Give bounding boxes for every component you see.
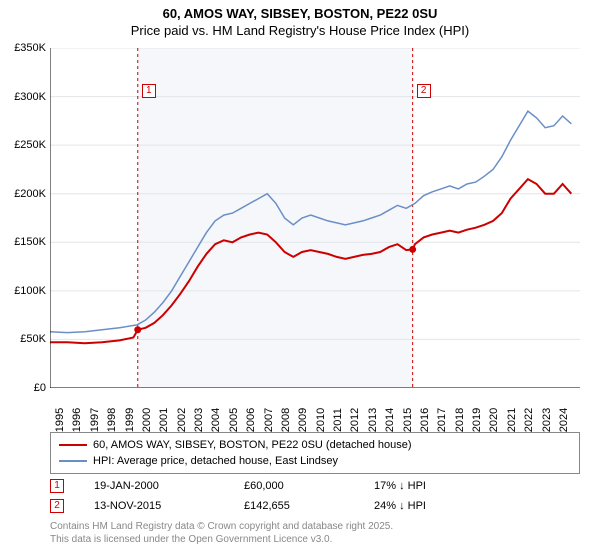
x-tick-label: 2019 <box>471 408 483 432</box>
x-tick-label: 1998 <box>106 408 118 432</box>
x-tick-label: 2024 <box>558 408 570 432</box>
sale-callout-1: 1 <box>142 84 156 98</box>
y-tick-label: £300K <box>14 91 46 103</box>
x-tick-label: 2018 <box>454 408 466 432</box>
sale-1-price: £60,000 <box>244 480 374 492</box>
sale-callout-2: 2 <box>417 84 431 98</box>
x-tick-label: 1997 <box>89 408 101 432</box>
y-tick-label: £250K <box>14 139 46 151</box>
legend-label-price-paid: 60, AMOS WAY, SIBSEY, BOSTON, PE22 0SU (… <box>93 439 412 451</box>
chart-container: 60, AMOS WAY, SIBSEY, BOSTON, PE22 0SU P… <box>0 0 600 560</box>
x-tick-label: 2006 <box>245 408 257 432</box>
x-tick-label: 2012 <box>349 408 361 432</box>
sale-marker-2-icon: 2 <box>50 499 64 513</box>
x-tick-label: 2002 <box>176 408 188 432</box>
sale-1-date: 19-JAN-2000 <box>94 480 244 492</box>
x-tick-label: 2015 <box>402 408 414 432</box>
x-tick-label: 2023 <box>541 408 553 432</box>
sales-table: 1 19-JAN-2000 £60,000 17% ↓ HPI 2 13-NOV… <box>50 476 580 516</box>
sale-marker-1-icon: 1 <box>50 479 64 493</box>
legend-label-hpi: HPI: Average price, detached house, East… <box>93 455 338 467</box>
legend-box: 60, AMOS WAY, SIBSEY, BOSTON, PE22 0SU (… <box>50 432 580 474</box>
y-axis-labels: £0£50K£100K£150K£200K£250K£300K£350K <box>0 48 48 388</box>
x-tick-label: 2004 <box>210 408 222 432</box>
x-tick-label: 2017 <box>436 408 448 432</box>
title-block: 60, AMOS WAY, SIBSEY, BOSTON, PE22 0SU P… <box>0 0 600 40</box>
sale-2-date: 13-NOV-2015 <box>94 500 244 512</box>
sale-row-2: 2 13-NOV-2015 £142,655 24% ↓ HPI <box>50 496 580 516</box>
x-tick-label: 2007 <box>263 408 275 432</box>
y-tick-label: £50K <box>20 333 46 345</box>
x-tick-label: 2021 <box>506 408 518 432</box>
x-tick-label: 1996 <box>71 408 83 432</box>
x-tick-label: 2013 <box>367 408 379 432</box>
title-subtitle: Price paid vs. HM Land Registry's House … <box>0 23 600 40</box>
x-axis-labels: 1995 1996 1997 1998 1999 2000 2001 2002 2003 2004… <box>50 392 580 432</box>
sale-2-price: £142,655 <box>244 500 374 512</box>
x-tick-label: 1999 <box>124 408 136 432</box>
x-tick-label: 2008 <box>280 408 292 432</box>
sale-1-delta: 17% ↓ HPI <box>374 480 494 492</box>
x-tick-label: 2011 <box>332 408 344 432</box>
x-tick-label: 2009 <box>297 408 309 432</box>
y-tick-label: £200K <box>14 188 46 200</box>
sale-row-1: 1 19-JAN-2000 £60,000 17% ↓ HPI <box>50 476 580 496</box>
x-tick-label: 2014 <box>384 408 396 432</box>
legend-row-hpi: HPI: Average price, detached house, East… <box>59 453 571 469</box>
x-tick-label: 2020 <box>488 408 500 432</box>
x-tick-label: 2016 <box>419 408 431 432</box>
y-tick-label: £0 <box>34 382 46 394</box>
line-chart-svg <box>50 48 580 388</box>
footer-line-1: Contains HM Land Registry data © Crown c… <box>50 520 393 533</box>
footer-attribution: Contains HM Land Registry data © Crown c… <box>50 520 393 546</box>
legend-swatch-price-paid <box>59 444 87 446</box>
x-tick-label: 1995 <box>54 408 66 432</box>
x-tick-label: 2010 <box>315 408 327 432</box>
x-tick-label: 2005 <box>228 408 240 432</box>
chart-plot-area: 12 <box>50 48 580 388</box>
x-tick-label: 2000 <box>141 408 153 432</box>
x-tick-label: 2001 <box>158 408 170 432</box>
x-tick-label: 2003 <box>193 408 205 432</box>
title-address: 60, AMOS WAY, SIBSEY, BOSTON, PE22 0SU <box>0 6 600 23</box>
y-tick-label: £350K <box>14 42 46 54</box>
footer-line-2: This data is licensed under the Open Gov… <box>50 533 393 546</box>
y-tick-label: £100K <box>14 285 46 297</box>
legend-row-price-paid: 60, AMOS WAY, SIBSEY, BOSTON, PE22 0SU (… <box>59 437 571 453</box>
y-tick-label: £150K <box>14 236 46 248</box>
sale-2-delta: 24% ↓ HPI <box>374 500 494 512</box>
x-tick-label: 2022 <box>523 408 535 432</box>
legend-swatch-hpi <box>59 460 87 462</box>
